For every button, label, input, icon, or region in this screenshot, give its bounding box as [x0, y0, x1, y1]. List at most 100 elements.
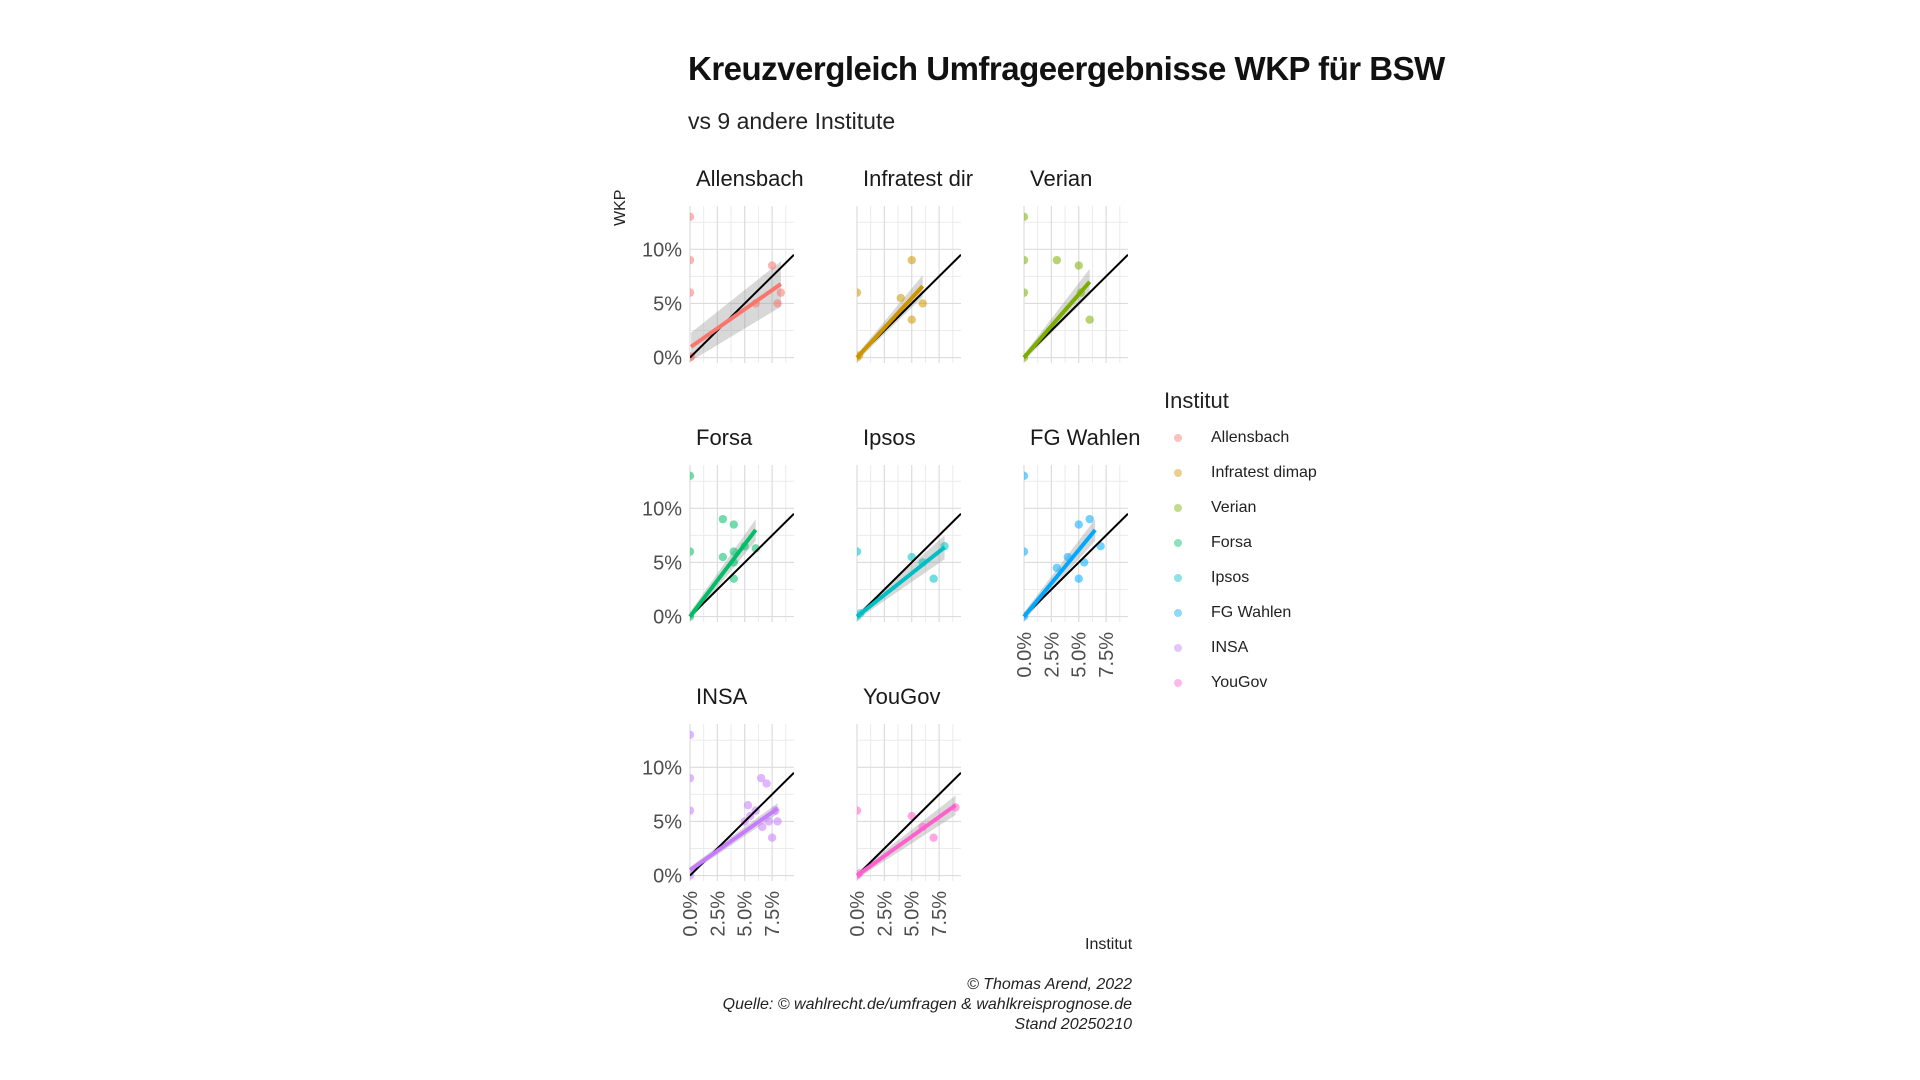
data-point: [762, 779, 771, 788]
y-tick-label: 5%: [653, 552, 682, 574]
x-tick-label: 7.5%: [762, 891, 784, 937]
identity-line: [857, 513, 961, 618]
data-point: [1024, 288, 1029, 297]
data-point: [1024, 255, 1029, 265]
facet-panel: YouGov 0.0% 2.5% 5.0% 7.5%: [847, 684, 961, 937]
legend-swatch: [1174, 679, 1182, 687]
legend-label: Ipsos: [1211, 569, 1250, 586]
identity-line: [1024, 513, 1128, 618]
data-point: [743, 801, 753, 810]
data-point: [690, 547, 695, 556]
regression-line: [1022, 280, 1092, 359]
y-tick-label: 5%: [653, 811, 682, 833]
x-tick-label: 2.5%: [707, 891, 729, 937]
x-tick-label: 2.5%: [874, 891, 896, 937]
data-point: [767, 833, 777, 842]
regression-line: [855, 803, 957, 878]
facet-label: FG Wahlen: [1030, 425, 1140, 450]
data-point: [690, 806, 695, 815]
legend-label: Forsa: [1211, 534, 1252, 551]
data-point: [690, 212, 695, 222]
facet-panel: FG Wahlen 0.0% 2.5% 5.0% 7.5%: [1014, 425, 1140, 678]
y-tick-label: 0%: [653, 348, 682, 370]
regression-line: [688, 528, 758, 618]
data-point: [1052, 255, 1062, 265]
regression-line: [689, 282, 783, 349]
legend-item: YouGov: [1174, 671, 1267, 695]
legend-item: Allensbach: [1174, 426, 1289, 450]
x-tick-label: 7.5%: [1096, 632, 1118, 678]
regression-line: [1022, 528, 1097, 618]
data-point: [764, 817, 774, 826]
y-tick-label: 5%: [653, 293, 682, 315]
y-tick-label: 10%: [642, 757, 682, 779]
caption-source: Quelle: © wahlrecht.de/umfragen & wahlkr…: [722, 996, 1132, 1013]
x-tick-label: 0.0%: [680, 891, 702, 937]
legend-swatch: [1174, 574, 1182, 582]
data-point: [1085, 315, 1094, 324]
data-point: [896, 293, 905, 303]
data-point: [773, 299, 782, 308]
data-point: [729, 520, 738, 529]
regression-line: [855, 284, 925, 359]
data-point: [718, 552, 728, 562]
caption-date: Stand 20250210: [1014, 1016, 1132, 1033]
facet-label: Forsa: [696, 425, 753, 450]
y-tick-label: 10%: [642, 239, 682, 261]
data-point: [857, 547, 862, 556]
legend-swatch: [1174, 504, 1182, 512]
facet-label: Verian: [1030, 166, 1092, 191]
x-tick-label: 5.0%: [735, 891, 757, 937]
facet-label: Infratest dir: [863, 166, 973, 191]
data-point: [1074, 574, 1083, 583]
data-point: [1024, 471, 1029, 481]
data-point: [690, 773, 695, 783]
x-tick-label: 5.0%: [1069, 632, 1091, 678]
data-point: [1024, 547, 1029, 556]
regression-line: [688, 806, 779, 872]
facet-panel: Allensbach 0% 5% 10%: [642, 166, 804, 370]
legend-item: Verian: [1174, 496, 1256, 520]
data-point: [907, 255, 916, 265]
legend-title: Institut: [1164, 388, 1229, 413]
data-point: [929, 574, 938, 583]
legend-label: Allensbach: [1211, 429, 1290, 446]
facet-label: Ipsos: [863, 425, 916, 450]
identity-line: [690, 513, 794, 618]
data-point: [690, 471, 695, 481]
data-point: [690, 255, 695, 265]
x-axis-title: Institut: [1085, 936, 1133, 953]
x-tick-label: 5.0%: [902, 891, 924, 937]
legend-item: Ipsos: [1174, 566, 1249, 590]
regression-line: [855, 545, 946, 619]
legend-swatch: [1174, 469, 1182, 477]
identity-line: [857, 772, 961, 877]
identity-line: [690, 254, 794, 359]
legend-swatch: [1174, 644, 1182, 652]
facet-panel: INSA 0% 5% 10% 0.0% 2.5% 5.0% 7.5%: [642, 684, 794, 937]
data-point: [767, 261, 777, 270]
y-tick-label: 0%: [653, 866, 682, 888]
data-point: [773, 817, 782, 826]
x-tick-label: 0.0%: [1014, 632, 1036, 678]
data-point: [1085, 514, 1094, 524]
data-point: [1074, 520, 1083, 529]
data-point: [1024, 212, 1029, 222]
data-point: [857, 806, 862, 815]
data-point: [918, 299, 927, 308]
legend-item: Infratest dimap: [1174, 461, 1317, 485]
data-point: [690, 288, 695, 297]
data-point: [776, 288, 786, 297]
caption-author: © Thomas Arend, 2022: [966, 976, 1132, 993]
legend-swatch: [1174, 434, 1182, 442]
legend-swatch: [1174, 609, 1182, 617]
facet-panel: Infratest dir: [855, 166, 973, 363]
y-tick-label: 10%: [642, 498, 682, 520]
legend-item: Forsa: [1174, 531, 1252, 555]
legend-label: YouGov: [1211, 674, 1268, 691]
data-point: [758, 822, 767, 832]
legend-item: INSA: [1174, 636, 1248, 660]
data-point: [1052, 563, 1062, 573]
